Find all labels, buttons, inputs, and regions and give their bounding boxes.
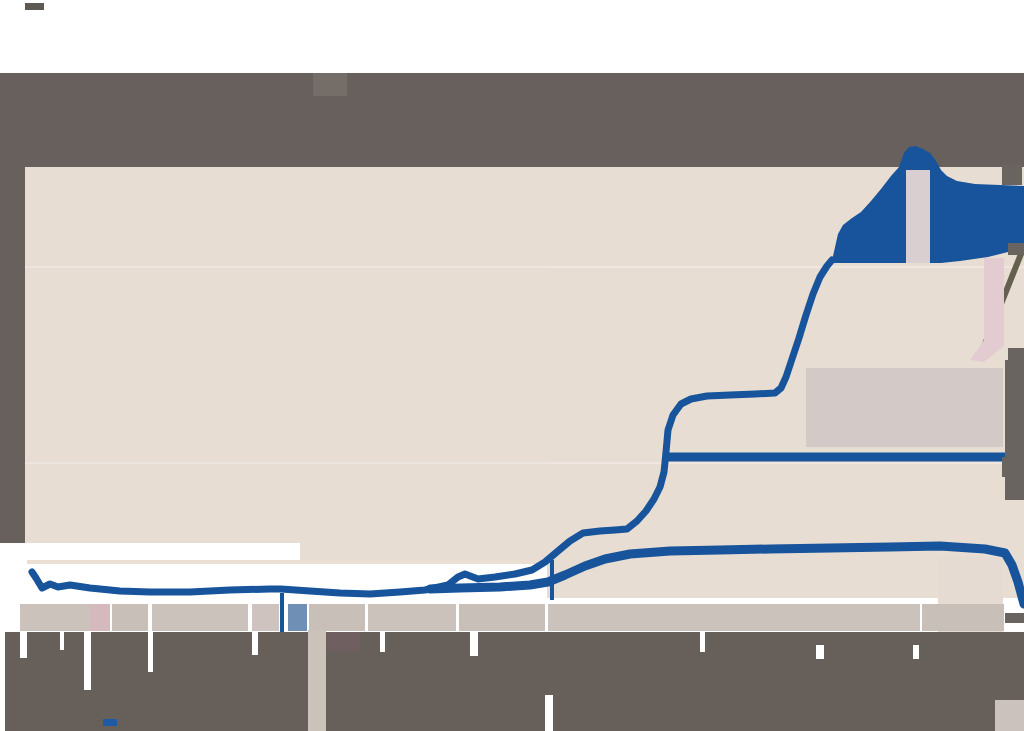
redacted-annotation-label bbox=[806, 368, 1003, 447]
footer-gap bbox=[380, 632, 385, 652]
redacted-ytick bbox=[1002, 457, 1024, 477]
redacted-xtick bbox=[368, 604, 456, 631]
redacted-xtick-blue bbox=[288, 604, 307, 631]
redacted-ytick bbox=[1002, 164, 1022, 185]
footer-gap bbox=[148, 632, 153, 672]
footer-tint-block bbox=[327, 632, 360, 652]
footer-gap bbox=[252, 632, 258, 655]
footer-light-block bbox=[995, 700, 1024, 731]
redacted-xtick bbox=[548, 604, 920, 631]
redacted-xtick-pink bbox=[90, 604, 110, 631]
footer-blue-dash bbox=[103, 719, 117, 726]
footer-gap bbox=[816, 645, 824, 659]
footer-gap bbox=[545, 695, 553, 731]
pink-band-right bbox=[984, 258, 1004, 343]
redacted-ytick bbox=[1008, 243, 1024, 255]
footer-gap bbox=[20, 632, 27, 658]
redacted-xtick bbox=[152, 604, 248, 631]
footer-gap bbox=[84, 632, 91, 690]
redacted-xtick bbox=[459, 604, 545, 631]
footer-gap bbox=[700, 632, 705, 652]
pink-band-peak bbox=[906, 170, 930, 263]
redacted-xtick bbox=[112, 604, 148, 631]
footer-gap bbox=[913, 645, 919, 659]
footer-gap bbox=[470, 632, 478, 656]
footer-word-gap bbox=[308, 630, 326, 731]
redacted-source-block bbox=[5, 632, 1024, 731]
redacted-xtick bbox=[309, 604, 365, 631]
redacted-right-edge-strip bbox=[1005, 360, 1024, 500]
redacted-ytick bbox=[1005, 613, 1024, 623]
footer-gap bbox=[60, 632, 64, 650]
chart-image bbox=[0, 0, 1024, 731]
redacted-xtick-pinkish bbox=[252, 604, 279, 631]
redacted-xtick bbox=[922, 604, 1004, 631]
series-line-0 bbox=[32, 260, 832, 594]
redacted-ytick bbox=[1008, 348, 1024, 360]
redacted-xtick bbox=[20, 604, 90, 631]
